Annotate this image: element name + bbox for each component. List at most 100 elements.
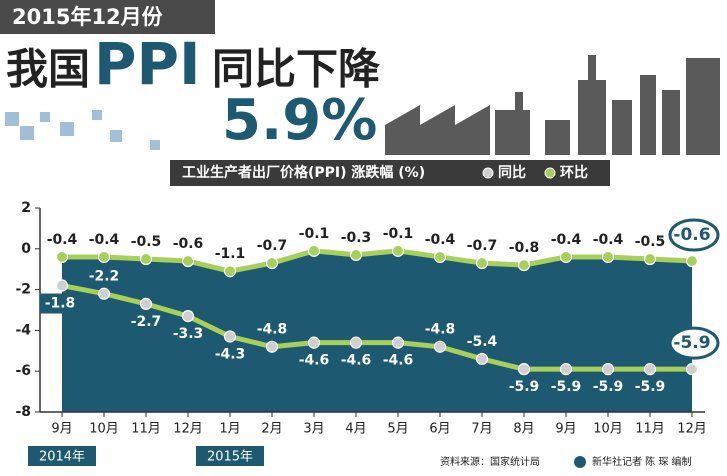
point <box>55 250 69 264</box>
legend-label: 环比 <box>560 164 588 181</box>
data-label: -0.5 <box>131 234 162 250</box>
date-tab <box>0 0 215 34</box>
point <box>391 244 405 257</box>
headline: 5.9% <box>222 88 377 153</box>
x-tick-label: 5月 <box>387 422 408 437</box>
point <box>475 256 489 270</box>
point <box>601 250 615 264</box>
point <box>349 336 363 349</box>
legend-label: 同比 <box>498 164 526 181</box>
data-label: -4.6 <box>299 353 330 369</box>
x-tick-label: 2月 <box>261 422 282 437</box>
y-tick-label: 0 <box>21 241 31 257</box>
data-label: -5.4 <box>467 334 498 350</box>
data-label: -0.5 <box>635 234 666 250</box>
data-label: -0.8 <box>509 240 540 256</box>
point <box>97 287 111 300</box>
data-label: -4.8 <box>425 322 456 338</box>
year-label: 2015年 <box>207 450 253 465</box>
legend-bar <box>170 160 610 186</box>
legend-marker <box>544 167 556 179</box>
highlight <box>668 326 720 360</box>
y-tick-label: -8 <box>15 404 31 420</box>
data-label: -4.6 <box>341 353 372 369</box>
x-tick-label: 9月 <box>555 422 576 437</box>
data-label: -0.4 <box>593 232 624 248</box>
logo <box>574 456 586 468</box>
data-label: -3.3 <box>173 326 204 342</box>
point <box>265 256 279 270</box>
point <box>433 340 447 353</box>
point <box>139 252 153 266</box>
data-label: -1.1 <box>215 246 246 262</box>
point <box>97 250 111 264</box>
x-tick-label: 3月 <box>303 422 324 437</box>
data-label: -0.6 <box>673 225 710 245</box>
x-tick-label: 8月 <box>513 422 534 437</box>
data-label: -0.1 <box>383 226 414 242</box>
point <box>139 297 153 310</box>
y-tick-label: 2 <box>21 200 31 216</box>
data-label: -1.8 <box>45 296 76 312</box>
data-label: -0.4 <box>551 232 582 248</box>
area <box>62 250 692 412</box>
point <box>643 363 657 376</box>
point <box>601 363 615 376</box>
x-tick-label: 12月 <box>173 422 203 437</box>
x-tick-label: 10月 <box>593 422 623 437</box>
data-label: -0.3 <box>341 230 372 246</box>
point <box>181 254 195 268</box>
pixel-deco <box>5 110 160 150</box>
title-c: 同比下降 <box>212 45 380 94</box>
point <box>223 265 237 278</box>
y-tick-label: -6 <box>15 363 31 379</box>
legend-marker <box>482 167 494 179</box>
point <box>391 336 405 349</box>
y-tick-label: -4 <box>15 322 31 338</box>
date: 2015年12月份 <box>12 5 164 29</box>
point <box>307 336 321 349</box>
year-label: 2014年 <box>39 450 85 465</box>
year-tab <box>28 446 96 466</box>
year-tab <box>196 446 264 466</box>
point <box>685 254 699 268</box>
data-label: -0.1 <box>299 226 330 242</box>
series-line <box>62 248 693 274</box>
data-label: -5.9 <box>635 379 666 395</box>
data-label: -0.4 <box>89 232 120 248</box>
label-box <box>40 293 80 314</box>
data-label: -4.6 <box>383 353 414 369</box>
data-label: -5.9 <box>673 333 710 353</box>
point <box>475 352 489 366</box>
highlight <box>668 218 720 252</box>
x-tick-label: 6月 <box>429 422 450 437</box>
x-tick-label: 10月 <box>89 422 119 437</box>
x-tick-label: 11月 <box>635 422 665 437</box>
credit: 新华社记者 陈 琛 编制 <box>592 455 692 468</box>
x-tick-label: 11月 <box>131 422 161 437</box>
data-label: -4.3 <box>215 347 246 363</box>
point <box>265 340 279 353</box>
source: 资料来源：国家统计局 <box>440 455 540 468</box>
point <box>685 363 699 376</box>
point <box>433 250 447 264</box>
y-tick-label: -2 <box>15 282 31 298</box>
data-label: -0.4 <box>47 232 78 248</box>
x-tick-label: 7月 <box>471 422 492 437</box>
data-label: -5.9 <box>551 379 582 395</box>
point <box>349 248 363 262</box>
skyline <box>385 55 720 155</box>
point <box>559 250 573 264</box>
point <box>643 252 657 266</box>
point <box>517 259 531 272</box>
point <box>307 244 321 257</box>
data-label: -5.9 <box>509 379 540 395</box>
point <box>559 363 573 376</box>
point <box>55 279 69 292</box>
legend-title: 工业生产者出厂价格(PPI) 涨跌幅 (%) <box>182 164 425 181</box>
point <box>517 363 531 376</box>
data-label: -0.7 <box>257 238 288 254</box>
x-tick-label: 12月 <box>677 422 707 437</box>
data-label: -2.2 <box>89 269 120 285</box>
